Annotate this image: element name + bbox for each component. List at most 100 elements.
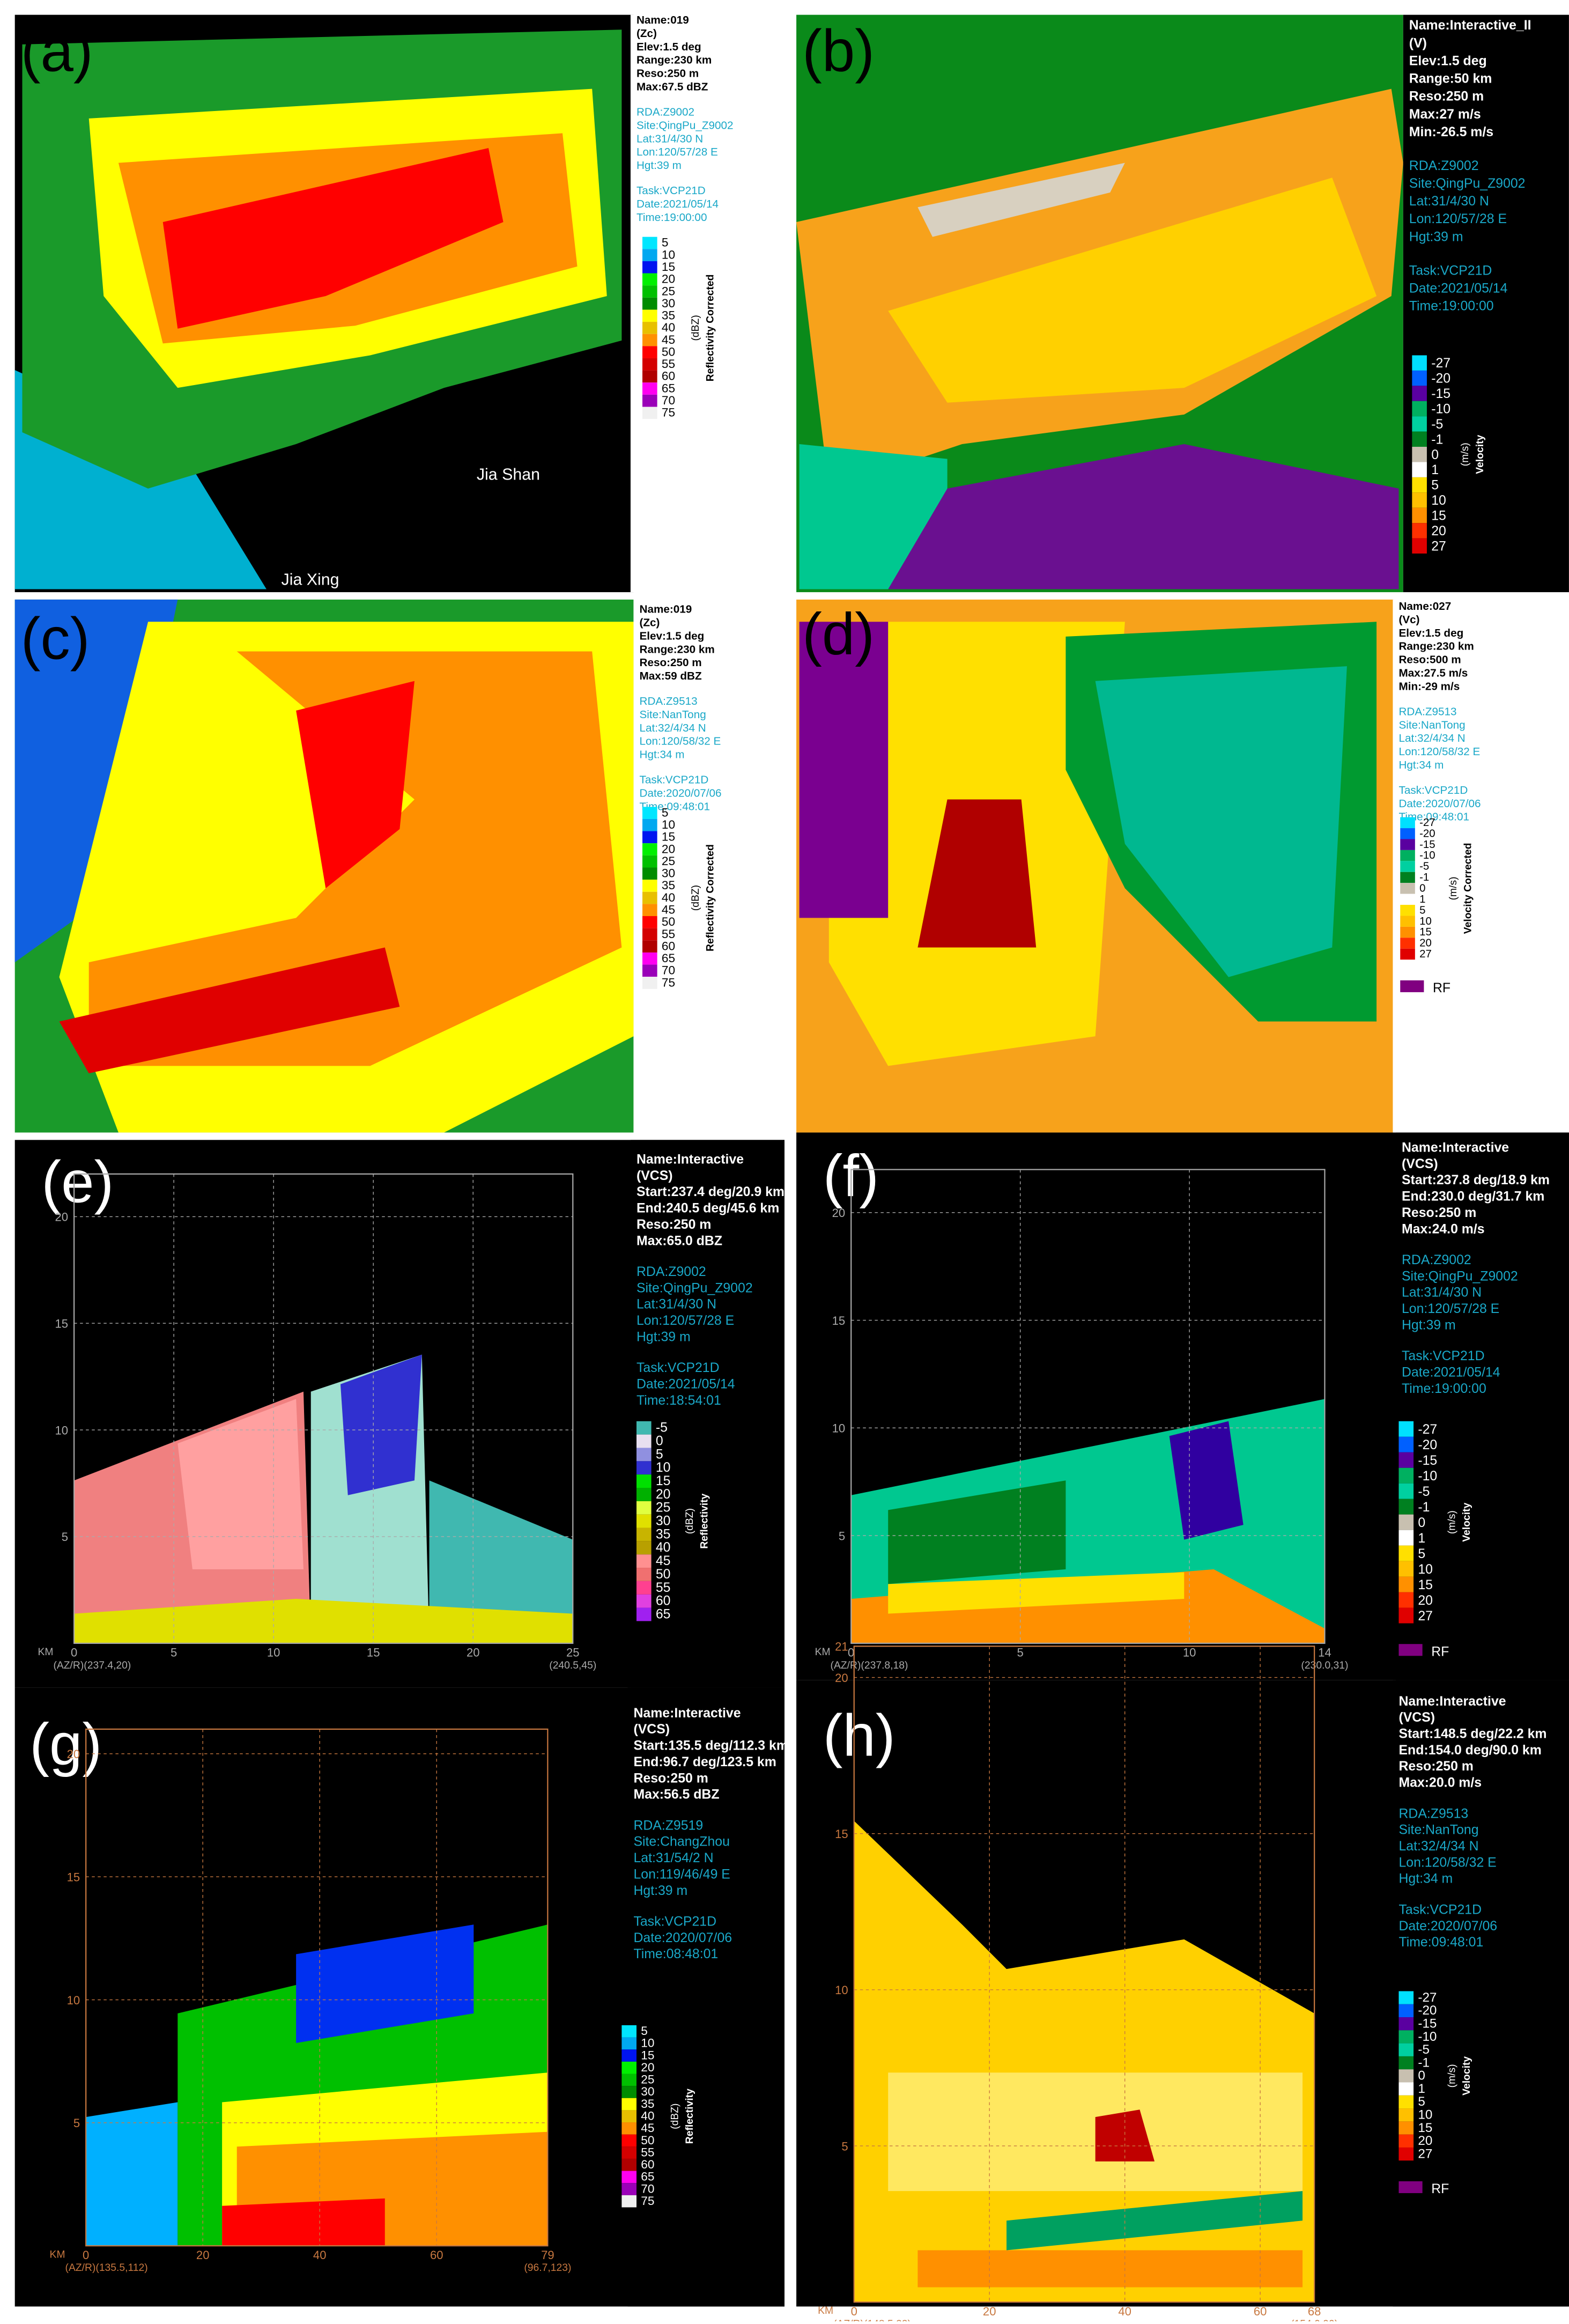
colorbar-swatch — [1412, 431, 1427, 447]
colorbar-title: Velocity Corrected — [1463, 843, 1474, 934]
colorbar-label: 20 — [1418, 1593, 1433, 1608]
colorbar-label: -20 — [1418, 2003, 1437, 2018]
info-text: Lon:120/57/28 E — [637, 146, 718, 158]
colorbar-swatch — [1412, 492, 1427, 508]
colorbar-label: 10 — [1418, 1562, 1433, 1577]
x-tick-label: 5 — [1017, 1646, 1024, 1659]
colorbar-swatch — [621, 2086, 637, 2098]
colorbar-swatch — [1400, 861, 1415, 872]
info-text: Max:67.5 dBZ — [637, 80, 708, 93]
echo-region — [917, 163, 1125, 237]
info-text: End:96.7 deg/123.5 km — [633, 1755, 776, 1769]
colorbar-swatch — [1400, 850, 1415, 861]
colorbar-label: 15 — [656, 1474, 671, 1488]
colorbar-label: 45 — [662, 333, 675, 346]
colorbar-label: 60 — [656, 1594, 671, 1609]
colorbar-swatch — [621, 2146, 637, 2159]
info-text: Lat:31/4/30 N — [1409, 194, 1489, 209]
y-tick-label: 10 — [67, 1994, 80, 2007]
info-text: Reso:250 m — [1398, 1759, 1473, 1774]
colorbar-swatch — [642, 916, 657, 928]
info-panel — [1403, 14, 1569, 593]
colorbar-label: 55 — [641, 2145, 654, 2159]
colorbar-label: 20 — [656, 1487, 671, 1502]
info-text: Date:2020/07/06 — [1398, 798, 1481, 810]
info-text: Lon:120/57/28 E — [637, 1314, 734, 1328]
info-text: Lon:120/57/28 E — [1409, 212, 1507, 226]
rf-swatch — [1398, 1644, 1423, 1656]
echo-region — [74, 1599, 573, 1643]
colorbar-label: 55 — [662, 927, 675, 941]
colorbar-label: 15 — [1418, 2121, 1432, 2135]
info-text: Start:237.4 deg/20.9 km — [637, 1185, 784, 1199]
colorbar-label: 65 — [641, 2170, 654, 2183]
colorbar-label: -27 — [1431, 356, 1450, 371]
colorbar-title: Reflectivity Corrected — [705, 844, 716, 951]
colorbar-label: -15 — [1419, 839, 1435, 851]
y-tick-label: 5 — [62, 1530, 68, 1544]
colorbar-label: 10 — [1431, 493, 1446, 508]
section-start: (AZ/R)(135.5,112) — [65, 2262, 148, 2274]
colorbar-title: Velocity — [1475, 434, 1486, 474]
info-text: Name:Interactive — [637, 1153, 744, 1167]
colorbar-label: 30 — [641, 2085, 654, 2098]
colorbar-label: 15 — [1418, 1578, 1433, 1592]
colorbar-swatch — [1398, 1592, 1414, 1608]
y-tick-label: 20 — [55, 1211, 68, 1224]
info-text: Task:VCP21D — [1398, 784, 1468, 796]
info-text: Max:20.0 m/s — [1398, 1776, 1482, 1790]
info-text: Range:230 km — [640, 643, 715, 655]
colorbar-swatch — [642, 977, 657, 989]
colorbar-label: 1 — [1418, 1531, 1425, 1546]
colorbar-swatch — [1398, 1607, 1414, 1624]
colorbar-title: Velocity — [1461, 2056, 1472, 2096]
colorbar-label: -20 — [1431, 372, 1450, 386]
colorbar-label: -5 — [1418, 1485, 1430, 1499]
colorbar-swatch — [1398, 1421, 1414, 1437]
colorbar-swatch — [621, 2049, 637, 2062]
colorbar-label: 35 — [641, 2097, 654, 2111]
rf-label: RF — [1431, 2182, 1449, 2196]
colorbar-label: 70 — [662, 394, 675, 407]
colorbar-swatch — [1412, 447, 1427, 462]
info-text: Site:QingPu_Z9002 — [637, 1281, 753, 1295]
info-text: Elev:1.5 deg — [1409, 54, 1487, 68]
section-end: (230.0,31) — [1301, 1660, 1348, 1671]
info-text: Range:230 km — [637, 54, 712, 67]
x-tick-label: 10 — [1183, 1646, 1196, 1659]
y-tick-label: 10 — [55, 1423, 68, 1437]
axis-unit: KM — [38, 1647, 53, 1658]
colorbar-swatch — [1398, 1452, 1414, 1468]
info-text: Name:019 — [637, 14, 689, 26]
x-tick-label: 5 — [171, 1646, 177, 1659]
x-tick-label: 25 — [566, 1646, 580, 1659]
info-text: Date:2021/05/14 — [1409, 281, 1508, 296]
colorbar-label: 15 — [662, 260, 675, 274]
colorbar-swatch — [642, 867, 657, 880]
axis-unit: KM — [815, 1647, 831, 1658]
info-text: Date:2020/07/06 — [1398, 1919, 1497, 1934]
colorbar-swatch — [1412, 523, 1427, 538]
colorbar-swatch — [642, 358, 657, 371]
colorbar-swatch — [642, 249, 657, 261]
info-text: Task:VCP21D — [1402, 1349, 1485, 1363]
colorbar-label: 45 — [662, 903, 675, 916]
colorbar-label: -1 — [1431, 432, 1443, 447]
colorbar-label: -15 — [1418, 2016, 1437, 2031]
info-text: Name:Interactive_II — [1409, 18, 1531, 33]
x-tick-label: 20 — [467, 1646, 480, 1659]
y-tick-label: 5 — [841, 2139, 848, 2153]
colorbar-label: 15 — [641, 2048, 654, 2062]
colorbar-swatch — [642, 407, 657, 419]
echo-region — [851, 1569, 1325, 1643]
echo-region — [888, 1572, 1185, 1614]
info-text: Name:027 — [1398, 600, 1451, 613]
colorbar-swatch — [621, 2171, 637, 2183]
info-text: End:230.0 deg/31.7 km — [1402, 1190, 1544, 1204]
colorbar-swatch — [621, 2061, 637, 2074]
info-panel — [1393, 599, 1569, 1133]
colorbar-label: 27 — [1418, 1609, 1433, 1624]
echo-region — [177, 1399, 304, 1569]
place-name: Jia Xing — [282, 571, 339, 588]
info-text: RDA:Z9002 — [637, 106, 694, 119]
